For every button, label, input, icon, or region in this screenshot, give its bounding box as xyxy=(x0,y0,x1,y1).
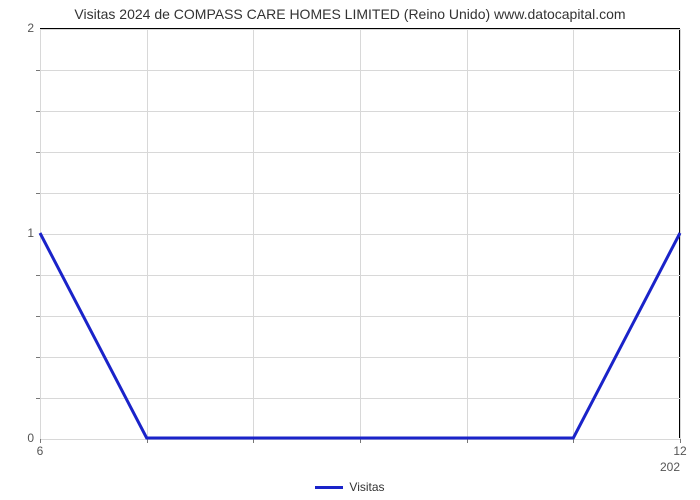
x-tick xyxy=(40,439,41,443)
x-tick xyxy=(467,439,468,443)
x-axis-sublabel: 202 xyxy=(660,460,680,474)
chart-area: 012612202 xyxy=(40,28,680,438)
legend-label: Visitas xyxy=(349,480,384,494)
data-line xyxy=(40,28,680,438)
x-tick xyxy=(360,439,361,443)
y-axis-label: 0 xyxy=(27,431,34,445)
y-axis-label: 2 xyxy=(27,21,34,35)
y-axis-label: 1 xyxy=(27,226,34,240)
x-axis-label: 12 xyxy=(673,444,686,458)
x-tick xyxy=(573,439,574,443)
x-axis-label: 6 xyxy=(37,444,44,458)
x-tick xyxy=(680,439,681,443)
x-tick xyxy=(147,439,148,443)
legend: Visitas xyxy=(0,479,700,494)
x-tick xyxy=(253,439,254,443)
legend-swatch xyxy=(315,486,343,489)
chart-title: Visitas 2024 de COMPASS CARE HOMES LIMIT… xyxy=(0,0,700,22)
